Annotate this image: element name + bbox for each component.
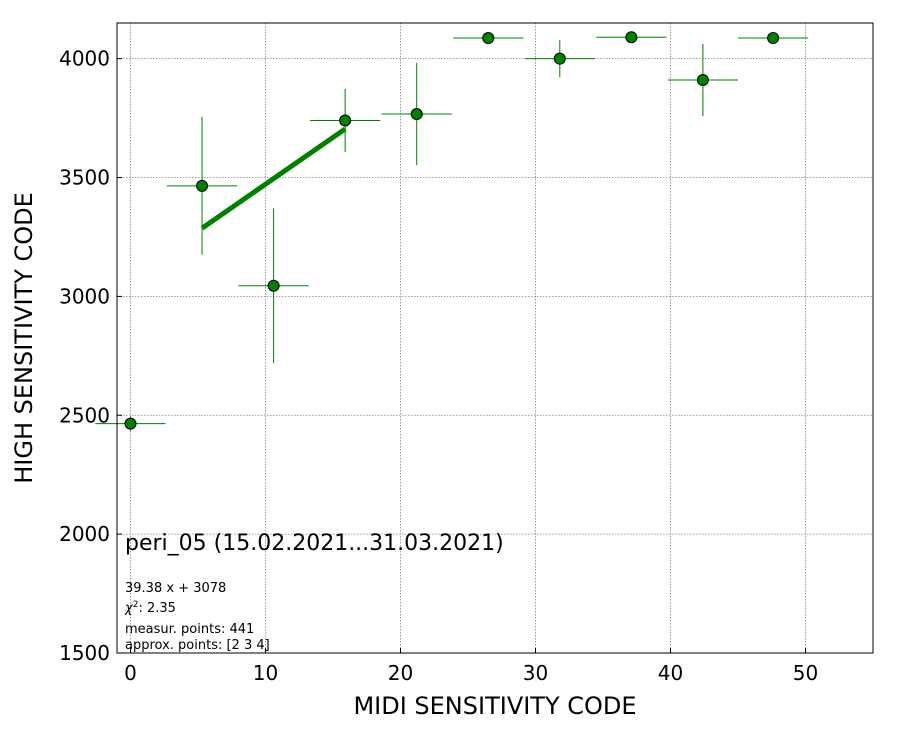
x-tick-label: 10	[253, 661, 278, 685]
x-tick-label: 40	[658, 661, 683, 685]
y-tick-label: 3000	[59, 284, 110, 308]
data-point	[524, 40, 595, 78]
data-point	[381, 62, 452, 166]
chi-superscript: 2	[133, 600, 139, 610]
data-points	[95, 31, 809, 431]
plot-frame	[116, 22, 874, 654]
x-axis-label: MIDI SENSITIVITY CODE	[353, 692, 636, 720]
grid	[117, 23, 873, 654]
chi2-annotation: χ2: 2.35	[124, 600, 176, 616]
point-marker	[267, 279, 280, 292]
y-axis-label: HIGH SENSITIVITY CODE	[10, 192, 38, 484]
point-marker	[339, 114, 352, 127]
y-tick-label: 2000	[59, 522, 110, 546]
x-tick-label: 20	[388, 661, 413, 685]
point-marker	[124, 417, 137, 430]
chi-symbol: χ	[124, 601, 134, 616]
measur-points-annotation: measur. points: 441	[125, 622, 254, 637]
point-marker	[553, 52, 566, 65]
data-point	[453, 31, 524, 44]
data-point	[738, 31, 809, 44]
point-marker	[196, 179, 209, 192]
fit-line-group	[200, 126, 347, 231]
point-marker	[625, 31, 638, 44]
x-tick-label: 0	[124, 661, 137, 685]
data-point	[667, 43, 738, 117]
y-tick-label: 3500	[59, 166, 110, 190]
point-marker	[767, 31, 780, 44]
fit-line	[200, 126, 347, 231]
y-tick-label: 4000	[59, 47, 110, 71]
y-tick-label: 1500	[59, 641, 110, 665]
fit-equation: 39.38 x + 3078	[125, 581, 226, 596]
y-tick-label: 2500	[59, 403, 110, 427]
data-point	[596, 31, 667, 44]
data-point	[238, 208, 309, 363]
data-point	[166, 116, 238, 255]
approx-points-annotation: approx. points: [2 3 4]	[125, 638, 270, 653]
x-tick-label: 50	[793, 661, 818, 685]
data-point	[95, 416, 166, 431]
chi2-value: : 2.35	[138, 601, 175, 616]
x-tick-label: 30	[523, 661, 548, 685]
axis-ticks: 0 10 20 30 40 50 1500 2000 2500 3000 3500 4000	[59, 47, 818, 685]
point-marker	[482, 31, 495, 44]
point-marker	[410, 108, 423, 121]
data-point	[310, 88, 381, 153]
point-marker	[696, 74, 709, 87]
chart-title: peri_05 (15.02.2021...31.03.2021)	[125, 531, 504, 556]
